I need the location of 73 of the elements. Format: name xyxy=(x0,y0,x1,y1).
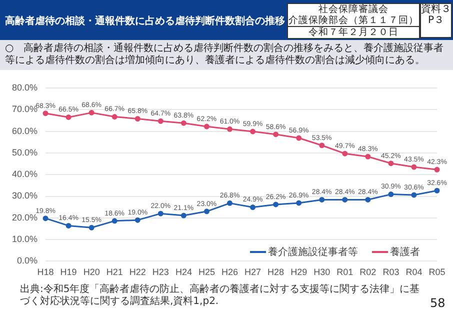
point xyxy=(204,208,210,214)
point xyxy=(204,124,210,130)
x-tick-label: H22 xyxy=(129,267,146,278)
y-tick-label: 50.0% xyxy=(12,147,38,158)
y-tick-label: 20.0% xyxy=(12,212,38,222)
y-tick-label: 30.0% xyxy=(12,190,38,201)
point xyxy=(112,114,118,120)
x-tick-label: R04 xyxy=(406,267,422,278)
point xyxy=(296,200,302,206)
x-tick-label: H30 xyxy=(314,267,330,278)
chart-title: 高齢者虐待の相談・通報件数に占める虐待判断件数割合の推移 xyxy=(5,14,285,28)
y-tick-label: 10.0% xyxy=(12,234,38,244)
point xyxy=(42,216,48,222)
point xyxy=(319,142,325,148)
point xyxy=(250,128,256,134)
point xyxy=(134,116,140,122)
point xyxy=(134,217,140,223)
x-tick-label: H26 xyxy=(221,267,238,278)
point xyxy=(434,166,440,172)
point xyxy=(158,118,164,124)
point xyxy=(42,110,48,116)
x-tick-label: R02 xyxy=(360,267,376,278)
text: 社会保障審議会 xyxy=(318,4,390,15)
y-tick-label: 40.0% xyxy=(12,169,38,180)
chart-subtitle: ○ 高齢者虐待の相談・通報件数に占める虐待判断件数の割合の推移をみると、養介護施設従事者等による虐待件数の割合は増加傾向にあり、養護者による虐待件数の割合は減少傾向にある。 xyxy=(0,40,453,70)
point xyxy=(250,204,256,210)
x-tick-label: R03 xyxy=(382,267,400,278)
point xyxy=(342,150,348,156)
point xyxy=(411,192,417,198)
point xyxy=(365,154,371,160)
point xyxy=(180,120,186,126)
legend-label: 養護者 xyxy=(389,246,420,259)
point xyxy=(158,210,164,216)
point xyxy=(411,164,417,170)
x-tick-label: H27 xyxy=(244,267,262,278)
y-tick-label: 70.0% xyxy=(12,104,38,114)
x-tick-label: H20 xyxy=(83,267,100,278)
y-tick-label: 80.0% xyxy=(12,82,38,92)
x-tick-label: H21 xyxy=(106,267,123,278)
point xyxy=(365,196,371,202)
y-tick-label: 60.0% xyxy=(12,126,38,136)
point xyxy=(388,160,394,166)
x-tick-label: H19 xyxy=(60,267,77,278)
point xyxy=(319,196,325,202)
legend-label: 養介護施設従事者等 xyxy=(267,246,358,259)
point xyxy=(388,192,394,198)
point xyxy=(226,126,232,132)
text: 令和７年２月２０日 xyxy=(288,26,419,38)
x-tick-label: H23 xyxy=(152,267,169,278)
point xyxy=(88,224,94,230)
point xyxy=(273,132,279,138)
point xyxy=(342,196,348,202)
text: 介護保険部会（第１１７回） xyxy=(288,15,419,26)
x-tick-label: H28 xyxy=(268,267,284,278)
text: 58 xyxy=(430,296,446,310)
x-tick-label: H18 xyxy=(37,267,54,278)
point xyxy=(88,110,94,116)
point xyxy=(273,202,279,208)
point xyxy=(66,222,72,228)
x-tick-label: R01 xyxy=(336,267,354,278)
point xyxy=(180,212,186,218)
source-note: 出典:令和5年度「高齢者虐待の防止、高齢者の養護者に対する支援等に関する法律」に基づく対応状況等に関する調査結果,資料1,p2. xyxy=(20,284,420,308)
point xyxy=(226,200,232,206)
x-tick-label: H24 xyxy=(175,267,192,278)
text: 資料３ P３ xyxy=(421,4,451,26)
point xyxy=(434,188,440,194)
y-tick-label: 0.0% xyxy=(17,256,38,266)
point xyxy=(112,218,118,224)
point xyxy=(66,114,72,120)
x-tick-label: H25 xyxy=(198,267,215,278)
point xyxy=(296,135,302,141)
x-tick-label: H29 xyxy=(290,267,308,278)
x-tick-label: R05 xyxy=(428,267,446,278)
